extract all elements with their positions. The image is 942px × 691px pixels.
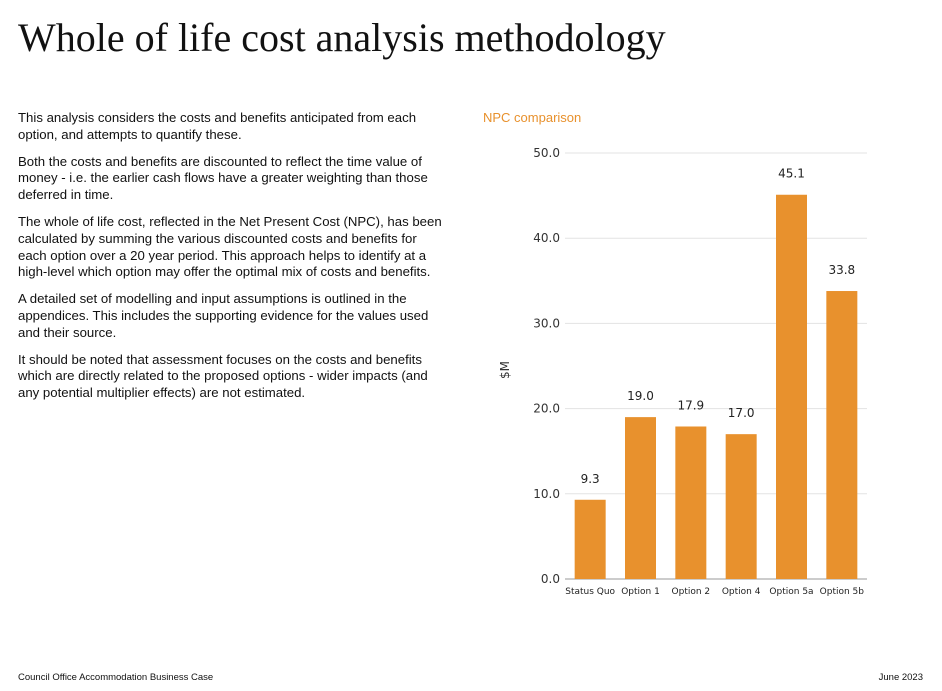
footer-document-title: Council Office Accommodation Business Ca… <box>18 672 214 683</box>
paragraph: A detailed set of modelling and input as… <box>18 291 429 340</box>
npc-bar-chart: 0.0 10.0 20.0 30.0 40.0 50.0 $M 9.3 Status Quo 19… <box>498 146 867 597</box>
bar <box>574 499 606 579</box>
y-tick-label: 50.0 <box>533 146 560 160</box>
x-tick-label: Option 2 <box>672 587 711 597</box>
bar-value-label: 19.0 <box>627 389 654 403</box>
footer-date: June 2023 <box>878 672 923 683</box>
bar <box>725 434 757 579</box>
y-tick-label: 10.0 <box>533 487 560 501</box>
x-tick-label: Option 5b <box>820 587 865 597</box>
paragraph: It should be noted that assessment focus… <box>18 351 428 401</box>
bar-value-label: 9.3 <box>581 472 600 486</box>
chart-title: NPC comparison <box>483 110 582 125</box>
y-axis-label: $M <box>498 361 512 379</box>
paragraph: The whole of life cost, reflected in the… <box>18 213 442 280</box>
paragraph: This analysis considers the costs and be… <box>18 110 417 142</box>
bar-value-label: 33.8 <box>828 263 855 277</box>
y-tick-label: 40.0 <box>533 231 560 245</box>
y-tick-label: 0.0 <box>541 572 560 586</box>
x-tick-label: Option 4 <box>722 587 761 597</box>
x-tick-label: Status Quo <box>565 587 615 597</box>
bar <box>675 426 707 579</box>
page-title: Whole of life cost analysis methodology <box>18 15 666 60</box>
body-text: This analysis considers the costs and be… <box>18 110 443 412</box>
y-tick-label: 30.0 <box>533 316 560 330</box>
x-tick-label: Option 1 <box>621 587 660 597</box>
paragraph: Both the costs and benefits are discount… <box>18 153 428 203</box>
bar-value-label: 45.1 <box>778 167 805 181</box>
bar <box>826 291 858 579</box>
bar-value-label: 17.9 <box>677 398 704 412</box>
bar <box>625 417 656 579</box>
bar-value-label: 17.0 <box>728 406 755 420</box>
bar <box>776 194 807 580</box>
x-tick-label: Option 5a <box>769 587 813 597</box>
y-tick-label: 20.0 <box>533 402 560 416</box>
